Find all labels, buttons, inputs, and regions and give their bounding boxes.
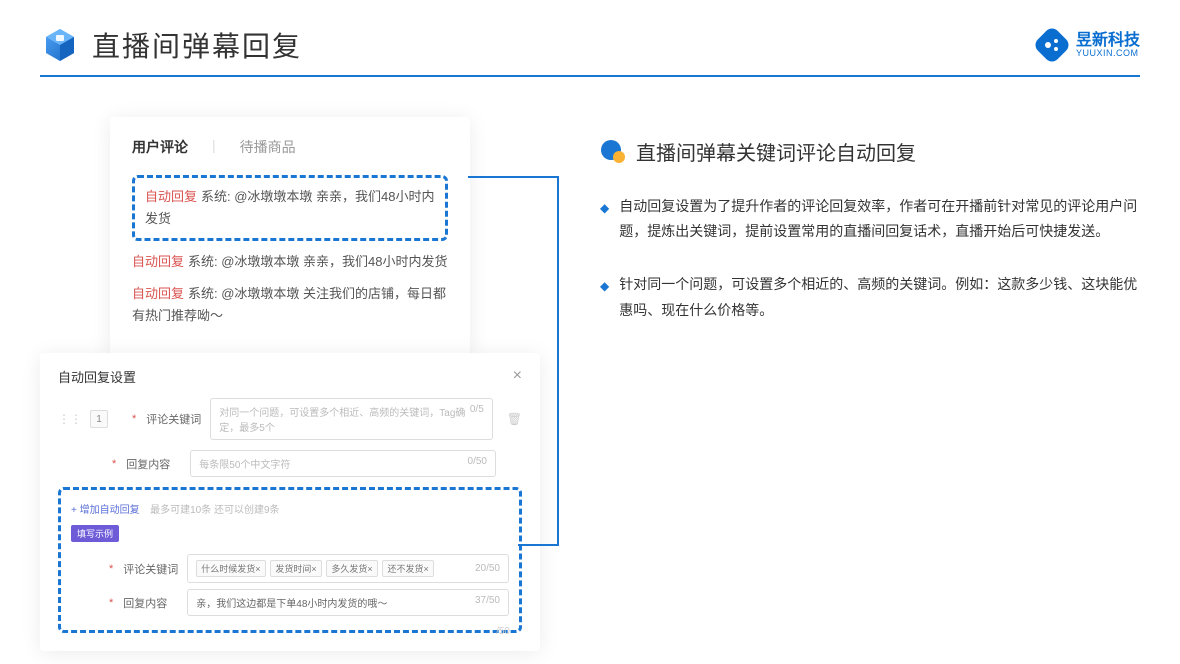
content-label: 回复内容 <box>126 456 182 472</box>
tab-separator: | <box>212 137 216 157</box>
diamond-icon: ◆ <box>600 276 609 322</box>
reply-item: 自动回复系统: @冰墩墩本墩 关注我们的店铺，每日都有热门推荐呦～ <box>132 283 448 327</box>
example-region: + 增加自动回复 最多可建10条 还可以创建9条 填写示例 * 评论关键词 什么… <box>58 487 522 633</box>
delete-icon[interactable]: 🗑 <box>507 412 522 426</box>
drag-handle-icon[interactable]: ⋮⋮ <box>58 412 82 426</box>
settings-title: 自动回复设置 <box>58 367 136 386</box>
logo-text-en: YUUXIN.COM <box>1076 49 1140 58</box>
required-star: * <box>132 413 136 425</box>
logo-icon <box>1034 27 1070 63</box>
keyword-input[interactable]: 对同一个问题，可设置多个相近、高频的关键词，Tag确定，最多5个 0/5 <box>210 398 492 440</box>
ex-keyword-label: 评论关键词 <box>123 561 179 577</box>
brand-logo: 昱新科技 YUUXIN.COM <box>1034 27 1140 63</box>
bullet-text: 针对同一个问题，可设置多个相近的、高频的关键词。例如：这款多少钱、这块能优惠吗、… <box>619 272 1140 322</box>
diamond-icon: ◆ <box>600 198 609 244</box>
content-row: * 回复内容 每条限50个中文字符 0/50 <box>58 450 522 477</box>
keyword-row: ⋮⋮ 1 * 评论关键词 对同一个问题，可设置多个相近、高频的关键词，Tag确定… <box>58 398 522 440</box>
logo-text-cn: 昱新科技 <box>1076 33 1140 49</box>
reply-text: 系统: @冰墩墩本墩 亲亲，我们48小时内发货 <box>188 254 448 269</box>
reply-item: 自动回复系统: @冰墩墩本墩 亲亲，我们48小时内发货 <box>132 251 448 273</box>
close-icon[interactable]: × <box>513 367 522 386</box>
add-reply-note: 最多可建10条 还可以创建9条 <box>150 505 279 516</box>
bullet-item: ◆ 针对同一个问题，可设置多个相近的、高频的关键词。例如：这款多少钱、这块能优惠… <box>600 272 1140 322</box>
auto-reply-tag: 自动回复 <box>132 286 184 301</box>
content-input[interactable]: 每条限50个中文字符 0/50 <box>190 450 496 477</box>
cube-icon <box>40 25 80 65</box>
settings-card: 自动回复设置 × ⋮⋮ 1 * 评论关键词 对同一个问题，可设置多个相近、高频的… <box>40 353 540 651</box>
required-star: * <box>112 458 116 470</box>
tab-comments[interactable]: 用户评论 <box>132 137 188 157</box>
add-reply-link[interactable]: + 增加自动回复 <box>71 505 140 516</box>
comments-card: 用户评论 | 待播商品 自动回复系统: @冰墩墩本墩 亲亲，我们48小时内发货 … <box>110 117 470 359</box>
keyword-tag[interactable]: 什么时候发货 × <box>196 560 265 577</box>
keyword-tag[interactable]: 多久发货 × <box>326 560 377 577</box>
faded-counter: /50 <box>496 626 510 637</box>
section-title: 直播间弹幕关键词评论自动回复 <box>636 137 916 166</box>
description-panel: 直播间弹幕关键词评论自动回复 ◆ 自动回复设置为了提升作者的评论回复效率，作者可… <box>600 117 1140 651</box>
tab-products[interactable]: 待播商品 <box>240 137 296 157</box>
keyword-tag[interactable]: 发货时间 × <box>270 560 321 577</box>
row-number: 1 <box>90 410 108 428</box>
auto-reply-tag: 自动回复 <box>132 254 184 269</box>
auto-reply-tag: 自动回复 <box>145 189 197 204</box>
highlighted-reply: 自动回复系统: @冰墩墩本墩 亲亲，我们48小时内发货 <box>132 175 448 241</box>
page-title: 直播间弹幕回复 <box>92 25 302 65</box>
ex-content-input[interactable]: 亲，我们这边都是下单48小时内发货的哦～ 37/50 <box>187 589 509 616</box>
ex-content-label: 回复内容 <box>123 595 179 611</box>
keyword-tag[interactable]: 还不发货 × <box>382 560 433 577</box>
bullet-item: ◆ 自动回复设置为了提升作者的评论回复效率，作者可在开播前针对常见的评论用户问题… <box>600 194 1140 244</box>
screenshots-panel: 用户评论 | 待播商品 自动回复系统: @冰墩墩本墩 亲亲，我们48小时内发货 … <box>40 117 540 651</box>
keyword-label: 评论关键词 <box>146 411 202 427</box>
ex-keyword-input[interactable]: 什么时候发货 × 发货时间 × 多久发货 × 还不发货 × 20/50 <box>187 554 509 583</box>
chat-bubble-icon <box>600 139 626 165</box>
page-header: 直播间弹幕回复 昱新科技 YUUXIN.COM <box>0 0 1180 75</box>
example-badge: 填写示例 <box>71 525 119 542</box>
bullet-text: 自动回复设置为了提升作者的评论回复效率，作者可在开播前针对常见的评论用户问题，提… <box>619 194 1140 244</box>
